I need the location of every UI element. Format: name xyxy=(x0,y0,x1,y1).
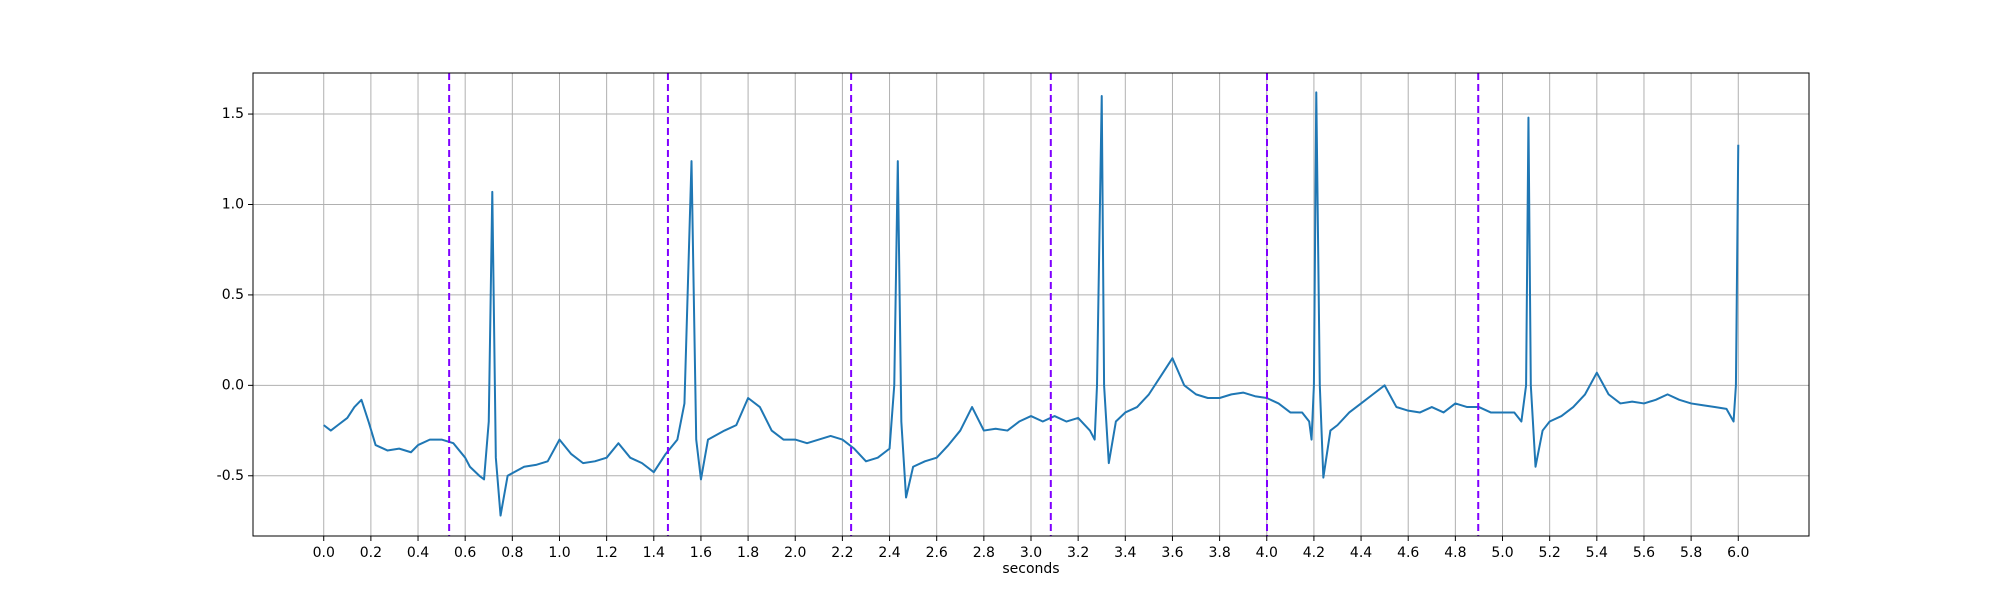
x-tick-label: 1.2 xyxy=(596,545,618,561)
x-tick-label: 5.6 xyxy=(1633,545,1655,561)
x-tick-label: 2.0 xyxy=(784,545,806,561)
x-tick-label: 4.8 xyxy=(1444,545,1466,561)
x-tick-label: 3.4 xyxy=(1114,545,1136,561)
x-tick-label: 3.6 xyxy=(1161,545,1183,561)
x-tick-label: 5.8 xyxy=(1680,545,1702,561)
y-tick-label: 1.0 xyxy=(222,196,244,212)
y-tick-label: -0.5 xyxy=(217,468,244,484)
x-tick-label: 3.0 xyxy=(1020,545,1042,561)
y-tick-label: 0.5 xyxy=(222,287,244,303)
x-tick-label: 5.0 xyxy=(1491,545,1513,561)
x-tick-label: 0.8 xyxy=(501,545,523,561)
x-tick-label: 2.2 xyxy=(831,545,853,561)
x-tick-label: 0.6 xyxy=(454,545,476,561)
x-tick-label: 4.4 xyxy=(1350,545,1372,561)
x-tick-label: 1.0 xyxy=(548,545,570,561)
x-tick-label: 3.8 xyxy=(1208,545,1230,561)
x-tick-label: 0.0 xyxy=(313,545,335,561)
y-tick-label: 1.5 xyxy=(222,106,244,122)
x-tick-label: 1.4 xyxy=(643,545,665,561)
x-tick-label: 0.2 xyxy=(360,545,382,561)
x-tick-label: 1.6 xyxy=(690,545,712,561)
x-tick-label: 2.4 xyxy=(878,545,900,561)
x-tick-label: 2.6 xyxy=(926,545,948,561)
x-tick-label: 1.8 xyxy=(737,545,759,561)
x-axis-label: seconds xyxy=(1002,561,1059,577)
x-tick-label: 5.2 xyxy=(1539,545,1561,561)
plot-frame xyxy=(252,72,1810,537)
x-tick-label: 2.8 xyxy=(973,545,995,561)
x-tick-label: 0.4 xyxy=(407,545,429,561)
x-tick-label: 5.4 xyxy=(1586,545,1608,561)
y-tick-label: 0.0 xyxy=(222,377,244,393)
x-tick-label: 4.0 xyxy=(1256,545,1278,561)
signal-line xyxy=(323,91,1740,517)
x-tick-label: 4.2 xyxy=(1303,545,1325,561)
x-tick-label: 4.6 xyxy=(1397,545,1419,561)
x-tick-label: 3.2 xyxy=(1067,545,1089,561)
x-tick-label: 6.0 xyxy=(1727,545,1749,561)
